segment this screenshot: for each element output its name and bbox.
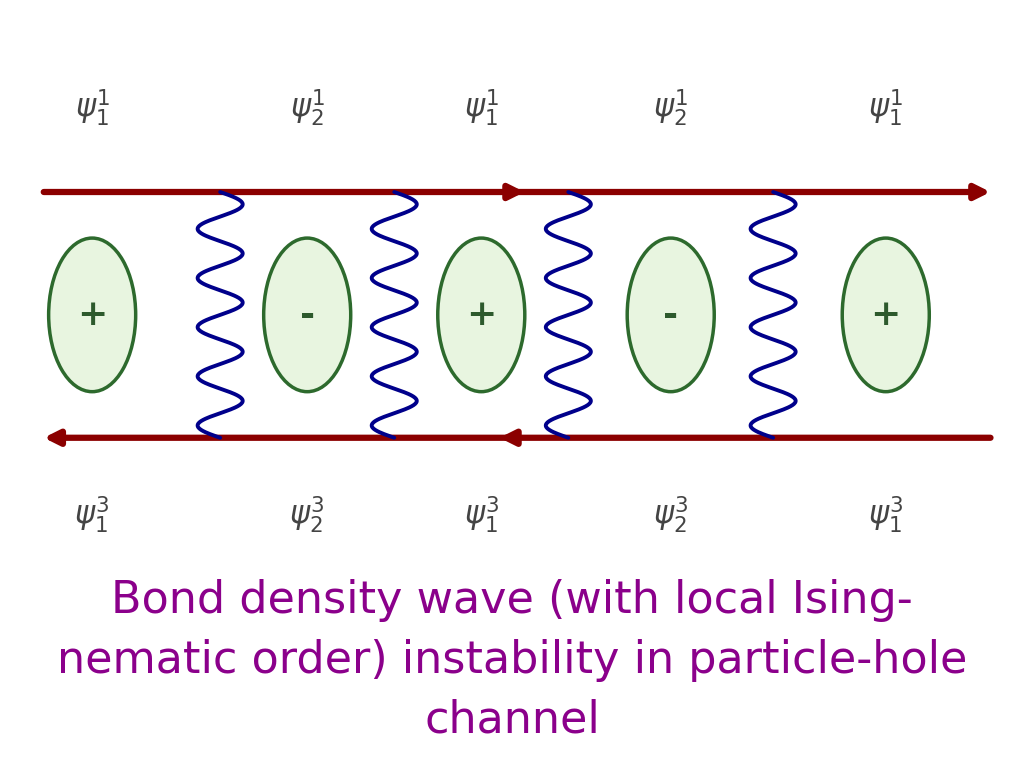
Text: $\psi_{1}^{1}$: $\psi_{1}^{1}$ — [868, 87, 903, 128]
Ellipse shape — [264, 238, 350, 392]
Text: $\psi_{2}^{3}$: $\psi_{2}^{3}$ — [290, 494, 325, 535]
Text: +: + — [77, 298, 108, 332]
Text: $\psi_{1}^{1}$: $\psi_{1}^{1}$ — [464, 87, 499, 128]
Text: -: - — [300, 298, 314, 332]
Text: $\psi_{1}^{3}$: $\psi_{1}^{3}$ — [868, 494, 903, 535]
Text: $\psi_{2}^{1}$: $\psi_{2}^{1}$ — [290, 87, 325, 128]
Text: $\psi_{1}^{1}$: $\psi_{1}^{1}$ — [75, 87, 110, 128]
Ellipse shape — [842, 238, 930, 392]
Text: Bond density wave (with local Ising-
nematic order) instability in particle-hole: Bond density wave (with local Ising- nem… — [56, 579, 968, 742]
Ellipse shape — [627, 238, 715, 392]
Text: +: + — [466, 298, 497, 332]
Text: $\psi_{2}^{3}$: $\psi_{2}^{3}$ — [653, 494, 688, 535]
Text: $\psi_{1}^{3}$: $\psi_{1}^{3}$ — [75, 494, 110, 535]
Text: -: - — [664, 298, 678, 332]
Ellipse shape — [438, 238, 524, 392]
Text: $\psi_{1}^{3}$: $\psi_{1}^{3}$ — [464, 494, 499, 535]
Text: +: + — [870, 298, 901, 332]
Text: $\psi_{2}^{1}$: $\psi_{2}^{1}$ — [653, 87, 688, 128]
Ellipse shape — [48, 238, 135, 392]
